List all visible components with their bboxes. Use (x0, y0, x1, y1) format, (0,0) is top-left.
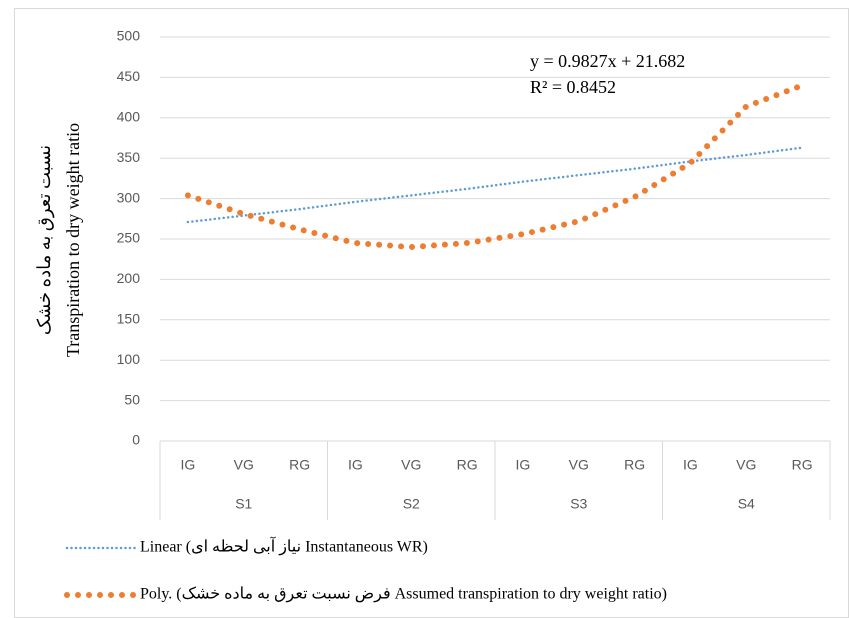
y-axis-title: نسبت تعرق به ماده خشک (34, 145, 55, 335)
x-tick-label: VG (401, 457, 421, 473)
x-tick-label: IG (516, 457, 531, 473)
y-tick-label: 200 (117, 270, 141, 286)
x-tick-label: RG (457, 457, 478, 473)
y-axis-title: Transpiration to dry weight ratio (63, 123, 83, 357)
x-tick-label: IG (181, 457, 196, 473)
x-tick-label: VG (234, 457, 254, 473)
x-tick-label: RG (289, 457, 310, 473)
annotation: y = 0.9827x + 21.682 (530, 51, 685, 71)
x-tick-label: RG (624, 457, 645, 473)
group-label: S1 (235, 496, 252, 512)
group-label: S4 (738, 496, 755, 512)
legend-label: Linear (نیاز آبی لحظه ای Instantaneous W… (140, 536, 428, 556)
trend-line (184, 82, 806, 251)
y-tick-label: 50 (124, 391, 140, 407)
y-tick-label: 400 (117, 109, 141, 125)
annotation: R² = 0.8452 (530, 77, 616, 97)
y-tick-label: 300 (117, 189, 141, 205)
y-tick-label: 350 (117, 149, 141, 165)
legend-label: Poly. (فرض نسبت تعرق به ماده خشک Assumed… (140, 586, 667, 603)
trend-line (186, 146, 804, 224)
y-tick-label: 450 (117, 68, 141, 84)
x-tick-label: RG (792, 457, 813, 473)
x-tick-label: IG (348, 457, 363, 473)
chart-frame (14, 8, 849, 618)
x-tick-label: VG (736, 457, 756, 473)
x-tick-label: VG (569, 457, 589, 473)
y-tick-label: 500 (117, 28, 141, 44)
group-label: S2 (403, 496, 420, 512)
y-tick-label: 100 (117, 351, 141, 367)
x-tick-label: IG (683, 457, 698, 473)
y-tick-label: 250 (117, 230, 141, 246)
y-tick-label: 0 (132, 432, 140, 448)
y-tick-label: 150 (117, 311, 141, 327)
group-label: S3 (570, 496, 587, 512)
